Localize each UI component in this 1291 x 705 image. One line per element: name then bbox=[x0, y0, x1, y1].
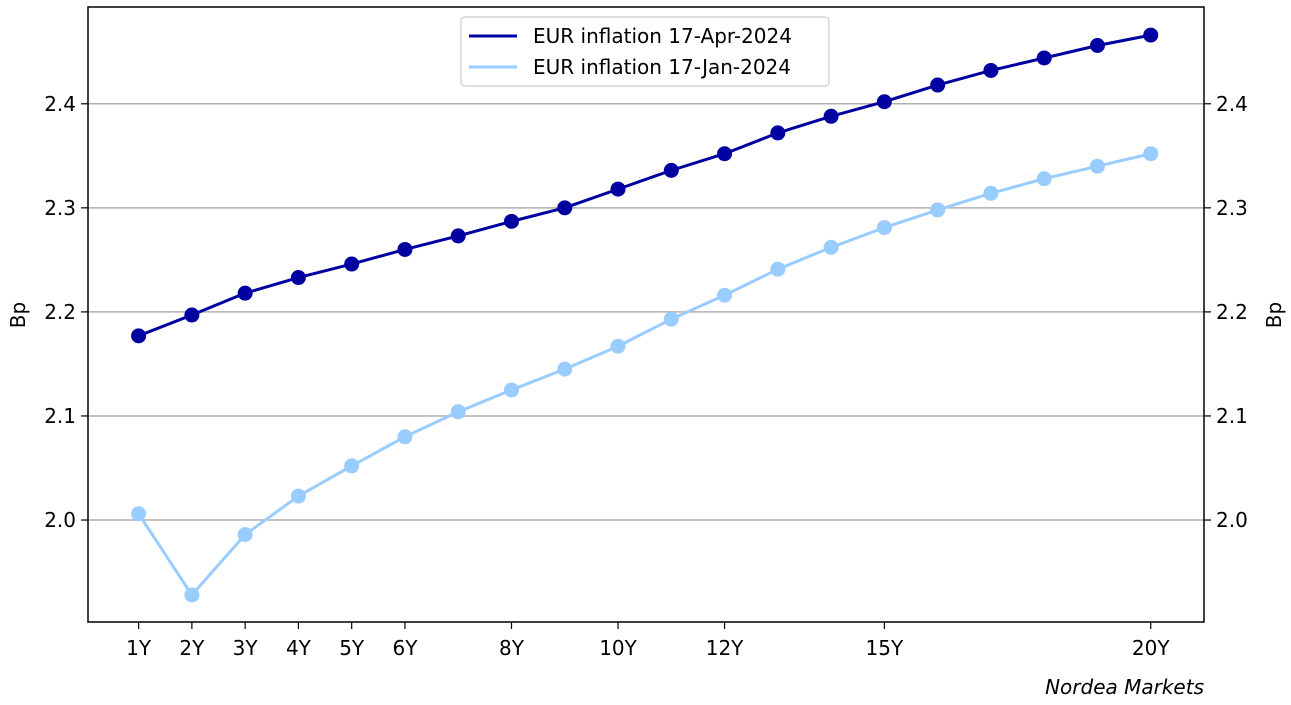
data-point bbox=[344, 256, 360, 272]
data-point bbox=[876, 220, 892, 236]
legend-label: EUR inflation 17-Jan-2024 bbox=[533, 55, 791, 79]
x-tick-label: 2Y bbox=[179, 636, 205, 660]
y-tick-label-left: 2.3 bbox=[44, 196, 76, 220]
data-point bbox=[557, 200, 573, 216]
data-point bbox=[344, 458, 360, 474]
data-point bbox=[290, 270, 306, 286]
data-point bbox=[397, 241, 413, 257]
data-point bbox=[1089, 38, 1105, 54]
x-tick-label: 3Y bbox=[233, 636, 259, 660]
data-point bbox=[184, 587, 200, 603]
plot-frame bbox=[87, 6, 1205, 623]
legend-label: EUR inflation 17-Apr-2024 bbox=[533, 24, 792, 48]
legend: EUR inflation 17-Apr-2024 EUR inflation 1… bbox=[460, 16, 830, 87]
y-axis-label-right: Bp bbox=[1262, 302, 1286, 328]
data-point bbox=[770, 261, 786, 277]
data-point bbox=[131, 328, 147, 344]
data-point bbox=[930, 77, 946, 93]
data-point bbox=[983, 62, 999, 78]
series-layer bbox=[131, 27, 1159, 603]
data-point bbox=[610, 338, 626, 354]
data-point bbox=[717, 146, 733, 162]
x-tick-label: 8Y bbox=[499, 636, 525, 660]
data-point bbox=[770, 125, 786, 141]
y-tick-label-right: 2.0 bbox=[1216, 508, 1248, 532]
series-line bbox=[138, 33, 1152, 338]
gridlines bbox=[88, 103, 1204, 521]
data-point bbox=[503, 213, 519, 229]
legend-box bbox=[460, 16, 830, 87]
data-point bbox=[1143, 27, 1159, 43]
data-point bbox=[663, 162, 679, 178]
data-point bbox=[930, 202, 946, 218]
data-point bbox=[397, 429, 413, 445]
data-point bbox=[237, 527, 253, 543]
x-tick-label: 20Y bbox=[1132, 636, 1170, 660]
data-point bbox=[503, 382, 519, 398]
y-tick-label-right: 2.3 bbox=[1216, 196, 1248, 220]
data-point bbox=[184, 307, 200, 323]
data-point bbox=[610, 181, 626, 197]
axes: 2.0 2.0 2.1 2.1 2.2 2.2 2.3 2.3 2.4 2.4 1Y 2Y 3Y 4Y 5Y… bbox=[44, 92, 1248, 660]
data-point bbox=[717, 287, 733, 303]
data-point bbox=[290, 488, 306, 504]
data-point bbox=[663, 311, 679, 327]
data-point bbox=[1036, 50, 1052, 66]
y-tick-label-left: 2.4 bbox=[44, 92, 76, 116]
y-tick-label-left: 2.1 bbox=[44, 404, 76, 428]
data-point bbox=[450, 404, 466, 420]
source-label: Nordea Markets bbox=[1045, 675, 1204, 699]
data-point bbox=[823, 108, 839, 124]
x-tick-label: 6Y bbox=[392, 636, 418, 660]
x-tick-label: 10Y bbox=[599, 636, 637, 660]
x-tick-label: 5Y bbox=[339, 636, 365, 660]
y-tick-label-left: 2.0 bbox=[44, 508, 76, 532]
data-point bbox=[557, 361, 573, 377]
series-line bbox=[137, 152, 1152, 597]
y-tick-label-right: 2.2 bbox=[1216, 300, 1248, 324]
data-point bbox=[823, 239, 839, 255]
data-point bbox=[983, 185, 999, 201]
x-tick-label: 4Y bbox=[286, 636, 312, 660]
data-point bbox=[131, 506, 147, 522]
series-2 bbox=[131, 146, 1159, 603]
data-point bbox=[237, 285, 253, 301]
y-tick-label-right: 2.4 bbox=[1216, 92, 1248, 116]
data-point bbox=[1143, 146, 1159, 162]
y-axis-label-left: Bp bbox=[6, 302, 30, 328]
data-point bbox=[876, 94, 892, 110]
y-tick-label-right: 2.1 bbox=[1216, 404, 1248, 428]
x-tick-label: 1Y bbox=[126, 636, 152, 660]
data-point bbox=[1036, 171, 1052, 187]
data-point bbox=[450, 228, 466, 244]
data-point bbox=[1089, 158, 1105, 174]
x-tick-label: 15Y bbox=[866, 636, 904, 660]
plot-background bbox=[88, 7, 1204, 622]
x-tick-label: 12Y bbox=[706, 636, 744, 660]
series-1 bbox=[131, 27, 1159, 344]
y-tick-label-left: 2.2 bbox=[44, 300, 76, 324]
